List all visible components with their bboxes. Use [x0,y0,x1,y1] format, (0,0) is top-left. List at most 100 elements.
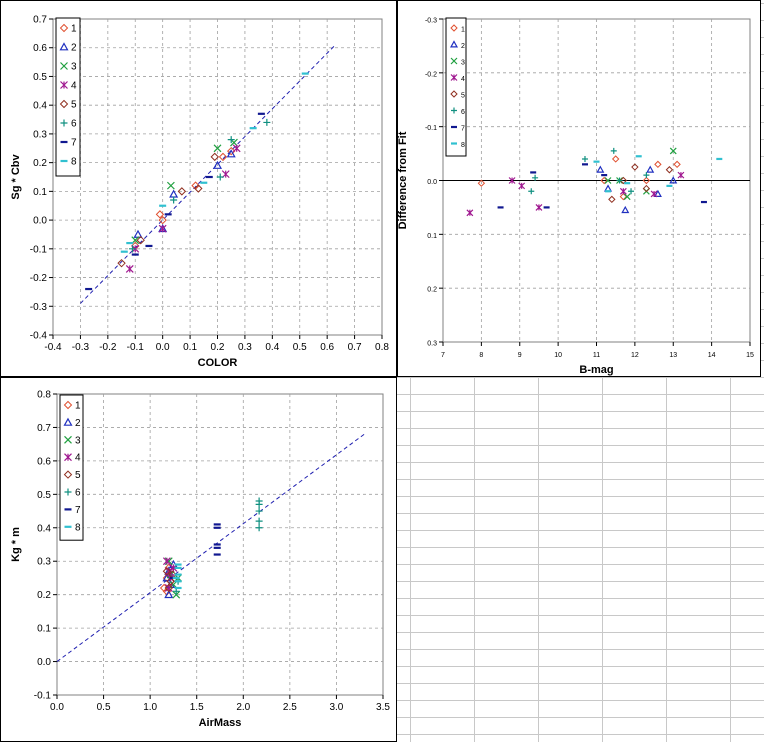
data-point-series-6 [129,245,137,253]
data-point-series-4 [619,187,627,195]
y-tick-label: 0.8 [37,390,51,401]
data-point-series-1 [227,146,236,156]
data-point-series-4 [508,177,516,184]
data-point-series-6 [581,155,588,162]
data-point-series-2 [226,149,236,158]
x-tick-label: 15 [746,352,754,359]
legend-label-8: 8 [75,522,81,533]
x-tick-label: 0.0 [156,342,170,353]
legend-marker-1 [450,24,458,32]
data-point-series-4 [125,265,134,273]
data-point-series-6 [255,497,263,505]
x-tick-label: 8 [479,352,483,359]
legend-marker-5 [450,90,458,98]
data-point-series-2 [669,176,678,184]
y-tick-label: 0.4 [33,101,47,112]
legend-marker-3 [450,57,458,65]
chart-color-vs-sgcbv[interactable]: -0.4 -0.3 -0.2 -0.1 0.0 0.1 0.2 0.3 0.4 0.5 0.6 0.7… [0,0,397,377]
data-point-series-6 [170,196,178,204]
legend-label-6: 6 [75,488,81,499]
data-point-series-6 [628,188,635,195]
legend-label-7: 7 [461,126,465,133]
y-axis-title: Sg * Cbv [10,154,22,200]
legend-marker-1 [63,400,73,410]
data-point-series-6 [255,507,263,515]
y-tick-label: 0.6 [33,43,47,54]
legend-label-3: 3 [75,435,81,446]
y-tick-label: 0.5 [37,490,51,501]
legend-label-7: 7 [75,505,81,516]
y-tick-label: 0.5 [33,72,47,83]
fit-line [56,433,365,662]
fit-line [80,44,336,304]
chart-difference-from-fit[interactable]: 7 8 9 10 11 12 13 14 15 -0.3 -0.2 -0.1 0.0 0.1 0.2 0.3 B… [397,0,761,377]
x-tick-label: 0.8 [375,342,389,353]
y-tick-label: 0.0 [427,179,437,186]
y-tick-label: 0.3 [427,341,437,348]
legend-label-8: 8 [71,157,77,168]
x-tick-label: 10 [554,352,562,359]
chart-airmass-vs-kgm[interactable]: 0.0 0.5 1.0 1.5 2.0 2.5 3.0 3.5 -0.1 0.0 0.1 0.2 0.3… [0,377,397,742]
legend-label-5: 5 [71,100,77,111]
data-point-series-5 [631,163,639,171]
legend-box [445,17,467,157]
y-tick-label: 0.4 [37,523,51,534]
legend-marker-3 [60,62,68,70]
legend-label-6: 6 [71,119,77,130]
data-point-series-3 [669,147,677,155]
data-point-series-1 [218,152,228,162]
x-tick-label: 3.0 [329,702,343,713]
y-tick-label: 0.7 [37,423,51,434]
legend-label-4: 4 [75,453,81,464]
legend-label-1: 1 [75,401,81,412]
y-axis-title: Difference from Fit [398,131,409,229]
x-tick-label: 0.4 [265,342,279,353]
y-tick-label: -0.2 [30,273,48,284]
data-point-series-1 [158,215,167,225]
data-point-series-6 [255,517,263,525]
legend-label-7: 7 [71,138,77,149]
chart-3-svg: 0.0 0.5 1.0 1.5 2.0 2.5 3.0 3.5-0.10.00.10.20.3… [10,390,390,730]
x-axis-title: COLOR [198,357,238,369]
y-tick-label: -0.1 [30,244,48,255]
x-tick-label: 9 [518,352,522,359]
data-point-series-6 [227,136,235,144]
data-point-series-5 [162,567,172,576]
x-tick-label: 11 [593,352,600,359]
legend-label-2: 2 [71,43,77,54]
data-point-series-3 [623,193,631,201]
data-point-series-1 [155,210,165,219]
x-tick-label: 0.6 [320,342,334,353]
data-point-series-5 [665,166,674,174]
chart-1-svg: -0.4 -0.3 -0.2 -0.1 0.0 0.1 0.2 0.3 0.4 0.5 0.6 0.7… [10,15,389,370]
data-point-series-2 [621,205,630,214]
legend-marker-6 [60,119,68,127]
data-point-series-3 [213,144,222,153]
data-point-series-4 [232,144,241,153]
x-tick-label: -0.1 [127,342,145,353]
legend-marker-6 [64,488,72,496]
x-tick-label: 1.5 [190,702,204,713]
legend-marker-2 [449,40,459,48]
data-point-series-5 [608,195,616,204]
y-axis-title: Kg * m [10,527,22,562]
y-tick-label: 0.1 [37,624,51,635]
data-point-series-2 [212,160,223,169]
legend-box [59,394,84,541]
y-tick-label: 0.1 [427,233,437,240]
x-tick-label: 0.5 [97,702,111,713]
data-point-series-2 [162,573,172,582]
legend-label-4: 4 [71,81,77,92]
x-axis-title: AirMass [199,717,242,729]
x-tick-label: 0.3 [238,342,252,353]
data-point-series-4 [535,203,543,211]
y-tick-label: -0.1 [425,125,437,132]
x-tick-label: 0.0 [50,702,64,713]
x-tick-label: -0.4 [44,342,62,353]
legend-marker-5 [63,470,73,479]
data-point-series-5 [166,577,175,586]
legend-label-5: 5 [75,470,81,481]
y-tick-label: -0.1 [34,691,52,702]
x-tick-label: 3.5 [376,702,390,713]
legend-marker-1 [59,23,69,33]
